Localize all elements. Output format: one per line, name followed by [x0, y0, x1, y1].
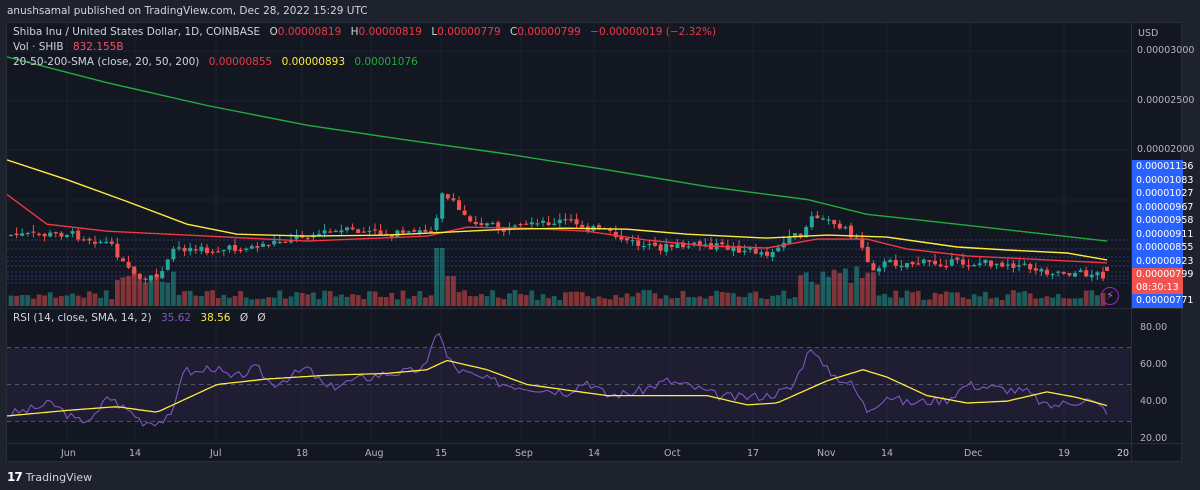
publisher-line: anushsamal published on TradingView.com,… [7, 5, 368, 17]
ohlc-open: O0.00000819 [269, 26, 342, 38]
time-label: 17 [747, 448, 760, 459]
time-axis-separator [7, 443, 1183, 444]
time-label: Sep [515, 448, 533, 459]
price-tag: 0.00000958 [1132, 214, 1193, 228]
rsi-tick: 40.00 [1140, 396, 1168, 407]
sma-label: 20-50-200-SMA (close, 20, 50, 200) [13, 56, 200, 68]
time-label: 19 [1058, 448, 1071, 459]
currency-label: USD [1138, 28, 1159, 39]
price-tick: 0.00002500 [1137, 95, 1195, 106]
pane-separator[interactable] [7, 308, 1183, 309]
rsi-tick: 20.00 [1140, 433, 1168, 443]
ohlc-change: −0.00000019 (−2.32%) [590, 26, 717, 38]
price-chart-canvas[interactable] [7, 23, 1131, 308]
axis-separator [1131, 23, 1132, 463]
low-price-tag: 0.00000771 [1132, 294, 1193, 308]
volume-value: 832.155B [72, 41, 124, 53]
lightning-icon[interactable]: ⚡ [1101, 287, 1119, 305]
time-label: Nov [817, 448, 836, 459]
sma-legend[interactable]: 20-50-200-SMA (close, 20, 50, 200) 0.000… [13, 56, 424, 68]
rsi-axis[interactable]: 80.00 60.00 40.00 20.00 [1132, 309, 1183, 443]
time-label: Jul [210, 448, 222, 459]
tradingview-logo-icon: 17 [7, 470, 23, 484]
rsi-tick: 60.00 [1140, 359, 1168, 370]
sma20-value: 0.00000855 [208, 56, 273, 68]
rsi-extra-1: Ø [239, 312, 249, 324]
price-axis[interactable]: USD 0.00003000 0.00002500 0.00002000 0.0… [1132, 23, 1194, 308]
price-pane[interactable]: Shiba Inu / United States Dollar, 1D, CO… [7, 23, 1131, 308]
price-tag: 0.00000823 [1132, 255, 1193, 269]
rsi-legend[interactable]: RSI (14, close, SMA, 14, 2) 35.62 38.56 … [13, 312, 272, 324]
rsi-sma-value: 38.56 [200, 312, 231, 324]
price-tag: 0.00001027 [1132, 187, 1193, 201]
price-tag: 0.00001136 [1132, 160, 1193, 174]
price-tick: 0.00002000 [1137, 144, 1195, 155]
price-tag: 0.00001083 [1132, 174, 1193, 188]
bar-countdown: 08:30:13 [1136, 282, 1179, 293]
sma200-value: 0.00001076 [354, 56, 418, 68]
time-label: Aug [365, 448, 384, 459]
time-axis[interactable]: Jun 14 Jul 18 Aug 15 Sep 14 Oct 17 Nov 1… [7, 444, 1131, 463]
chart-frame[interactable]: Shiba Inu / United States Dollar, 1D, CO… [6, 22, 1194, 463]
time-label: 14 [881, 448, 894, 459]
rsi-extra-2: Ø [257, 312, 266, 324]
rsi-label: RSI (14, close, SMA, 14, 2) [13, 312, 152, 324]
rsi-chart-canvas[interactable] [7, 309, 1131, 443]
price-tag: 0.00000855 [1132, 241, 1193, 255]
price-tick: 0.00003000 [1137, 45, 1195, 56]
ohlc-close: C0.00000799 [510, 26, 581, 38]
time-label: 18 [296, 448, 309, 459]
volume-label: Vol · SHIB [13, 41, 64, 53]
ohlc-high: H0.00000819 [350, 26, 422, 38]
symbol-title: Shiba Inu / United States Dollar, 1D, CO… [13, 26, 261, 38]
rsi-pane[interactable]: RSI (14, close, SMA, 14, 2) 35.62 38.56 … [7, 309, 1131, 443]
current-price-tag: 0.00000799 08:30:13 [1132, 268, 1194, 294]
time-label: 15 [435, 448, 448, 459]
rsi-value: 35.62 [161, 312, 192, 324]
time-label: Dec [964, 448, 983, 459]
time-label: Oct [664, 448, 681, 459]
time-label: 14 [129, 448, 142, 459]
tradingview-brand[interactable]: 17 TradingView [7, 470, 92, 484]
sma50-value: 0.00000893 [281, 56, 346, 68]
current-price: 0.00000799 [1136, 269, 1194, 280]
ohlc-low: L0.00000779 [431, 26, 501, 38]
brand-name: TradingView [25, 470, 93, 484]
price-tag: 0.00000911 [1132, 228, 1193, 242]
time-label-current: 20 [1117, 448, 1130, 459]
symbol-legend: Shiba Inu / United States Dollar, 1D, CO… [13, 26, 722, 38]
time-label: Jun [61, 448, 76, 459]
price-tag: 0.00000967 [1132, 201, 1193, 215]
volume-legend[interactable]: Vol · SHIB 832.155B [13, 41, 130, 53]
time-label: 14 [588, 448, 601, 459]
rsi-tick: 80.00 [1140, 322, 1168, 333]
